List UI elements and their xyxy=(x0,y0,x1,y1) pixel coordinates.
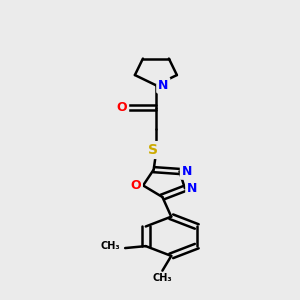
Text: N: N xyxy=(182,165,192,178)
Text: O: O xyxy=(130,179,141,192)
Text: O: O xyxy=(117,101,127,114)
Text: N: N xyxy=(187,182,197,195)
Text: CH₃: CH₃ xyxy=(100,241,120,251)
Text: CH₃: CH₃ xyxy=(153,274,172,284)
Text: N: N xyxy=(158,79,168,92)
Text: S: S xyxy=(148,143,158,157)
